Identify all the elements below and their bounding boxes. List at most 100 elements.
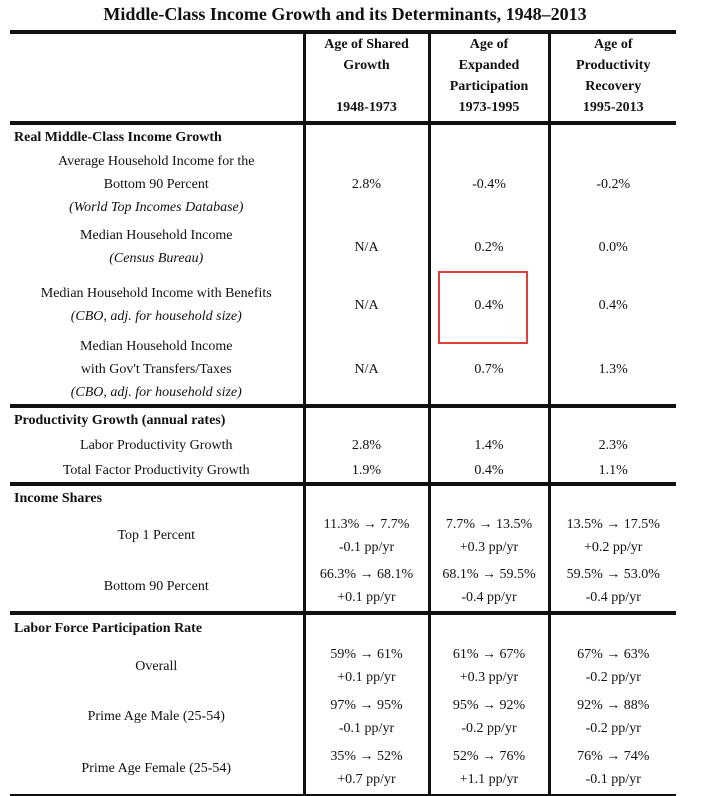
- row-label-line: Prime Age Male (25-54): [87, 709, 225, 724]
- value-cell: 95% → 92% -0.2 pp/yr: [427, 691, 549, 742]
- value: 0.7%: [474, 362, 504, 377]
- value-cell: 0.7%: [427, 335, 549, 406]
- value: 95% → 92%: [452, 697, 526, 713]
- value-cell: 97% → 95% -0.1 pp/yr: [302, 691, 429, 742]
- row-label-line: Median Household Income: [80, 339, 233, 354]
- table-row: Total Factor Productivity Growth 1.9% 0.4%…: [10, 458, 676, 484]
- value-cell: 0.2%: [427, 219, 549, 275]
- rate-value: -0.1 pp/yr: [338, 720, 395, 736]
- table-row: Top 1 Percent 11.3% → 7.7% -0.1 pp/yr 7.7% …: [10, 510, 676, 561]
- row-label: Total Factor Productivity Growth: [10, 458, 304, 484]
- table-row: Average Household Income for the Bottom 9…: [10, 149, 676, 219]
- value: 1.1%: [598, 462, 628, 478]
- value-cell: 1.4%: [427, 432, 549, 458]
- rate-value: -0.1 pp/yr: [338, 539, 395, 555]
- value: 0.4%: [474, 297, 504, 313]
- value-cell: 68.1% → 59.5% -0.4 pp/yr: [427, 561, 549, 613]
- rate-value: -0.2 pp/yr: [585, 670, 641, 685]
- value: 2.3%: [598, 437, 628, 453]
- value: 0.2%: [474, 239, 504, 255]
- row-label: Overall: [10, 641, 304, 691]
- value: 52% → 76%: [452, 749, 526, 764]
- row-source: (World Top Incomes Database): [69, 199, 244, 215]
- empty-cell: [302, 482, 429, 510]
- value-cell: 0.4%: [427, 458, 549, 484]
- empty-cell: [427, 121, 549, 149]
- column-header: Age of Shared Growth 1948-1973: [302, 30, 429, 123]
- table-row: Prime Age Female (25-54) 35% → 52% +0.7 pp…: [10, 742, 676, 796]
- income-growth-table: Age of Shared Growth 1948-1973 Age of Expan…: [10, 30, 676, 796]
- table-row: Labor Productivity Growth 2.8% 1.4% 2.3%: [10, 432, 676, 458]
- empty-cell: [547, 121, 676, 149]
- column-header: Age of Expanded Participation 1973-1995: [427, 30, 549, 123]
- value-cell: 66.3% → 68.1% +0.1 pp/yr: [302, 561, 429, 613]
- rate-value: +0.7 pp/yr: [337, 772, 396, 787]
- value: 0.4%: [474, 462, 504, 478]
- row-label: Median Household Income (Census Bureau): [10, 219, 304, 275]
- value-cell: -0.4%: [427, 149, 549, 219]
- value: -0.2%: [596, 176, 631, 192]
- table-row: Overall 59% → 61% +0.1 pp/yr 61% → 67% +0.3 …: [10, 641, 676, 691]
- value: 66.3% → 68.1%: [319, 567, 414, 582]
- value-cell: -0.2%: [547, 149, 676, 219]
- row-label-line: Bottom 90 Percent: [103, 176, 209, 192]
- section-header-row: Income Shares: [10, 482, 676, 510]
- row-label-line: Total Factor Productivity Growth: [62, 462, 250, 478]
- row-source: (CBO, adj. for household size): [70, 309, 242, 324]
- column-header-line: Age of: [469, 37, 509, 52]
- empty-cell: [302, 404, 429, 432]
- value: 2.8%: [351, 176, 382, 192]
- value-cell: 1.1%: [547, 458, 676, 484]
- value-cell: N/A: [302, 219, 429, 275]
- section-header-row: Real Middle-Class Income Growth: [10, 121, 676, 149]
- rate-value: -0.1 pp/yr: [585, 772, 641, 787]
- rate-value: +1.1 pp/yr: [459, 772, 519, 787]
- value-cell: 1.3%: [547, 335, 676, 406]
- value: 0.0%: [598, 239, 628, 255]
- section-title: Real Middle-Class Income Growth: [10, 121, 304, 149]
- column-header-line: Expanded: [458, 58, 520, 73]
- value-cell: 59.5% → 53.0% -0.4 pp/yr: [547, 561, 676, 613]
- section-title: Productivity Growth (annual rates): [10, 404, 304, 432]
- value: 7.7% → 13.5%: [445, 516, 533, 532]
- row-label: Labor Productivity Growth: [10, 432, 304, 458]
- section-header-row: Labor Force Participation Rate: [10, 611, 676, 641]
- value-cell: 2.8%: [302, 432, 429, 458]
- value: 68.1% → 59.5%: [442, 567, 536, 582]
- row-label: Prime Age Male (25-54): [10, 691, 304, 742]
- value-cell: N/A: [302, 275, 429, 335]
- value: 35% → 52%: [330, 749, 403, 764]
- value: 13.5% → 17.5%: [566, 516, 660, 532]
- value: N/A: [354, 297, 379, 313]
- column-header-line: Productivity: [576, 58, 651, 73]
- table-row: Median Household Income with Gov't Transf…: [10, 335, 676, 406]
- rate-value: -0.2 pp/yr: [461, 720, 517, 736]
- column-header: Age of Productivity Recovery 1995-2013: [547, 30, 676, 123]
- empty-cell: [547, 611, 676, 641]
- header-row: Age of Shared Growth 1948-1973 Age of Expan…: [10, 30, 676, 123]
- value: 1.4%: [474, 437, 504, 453]
- row-label-line: Labor Productivity Growth: [80, 437, 233, 453]
- table-row: Median Household Income with Benefits (CB…: [10, 275, 676, 335]
- highlight-box: [438, 271, 528, 344]
- row-label: Average Household Income for the Bottom 9…: [10, 149, 304, 219]
- row-label: Median Household Income with Gov't Transf…: [10, 335, 304, 406]
- rate-value: -0.4 pp/yr: [461, 590, 517, 605]
- table-row: Prime Age Male (25-54) 97% → 95% -0.1 pp/y…: [10, 691, 676, 742]
- value: N/A: [354, 362, 379, 377]
- column-header-line: Participation: [449, 79, 529, 94]
- table-row: Median Household Income (Census Bureau) N/…: [10, 219, 676, 275]
- empty-cell: [427, 611, 549, 641]
- column-header-line: Age of Shared: [324, 37, 409, 52]
- rate-value: +0.3 pp/yr: [459, 539, 519, 555]
- empty-cell: [547, 482, 676, 510]
- value: 59% → 61%: [330, 647, 403, 662]
- column-header-line: Growth: [343, 58, 390, 73]
- value: N/A: [354, 239, 379, 255]
- value-cell: 0.4%: [427, 275, 549, 335]
- row-source: (Census Bureau): [109, 251, 204, 266]
- value: 1.9%: [351, 462, 382, 478]
- value: 61% → 67%: [452, 647, 526, 662]
- value-cell: 59% → 61% +0.1 pp/yr: [302, 641, 429, 691]
- table-row: Bottom 90 Percent 66.3% → 68.1% +0.1 pp/yr…: [10, 561, 676, 613]
